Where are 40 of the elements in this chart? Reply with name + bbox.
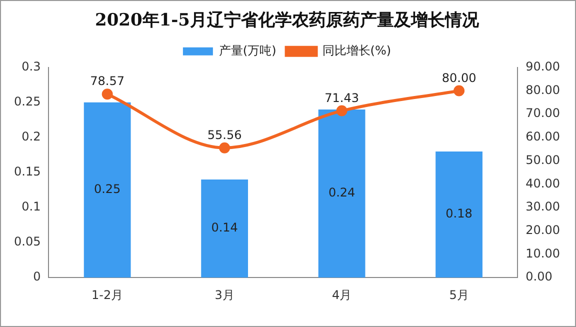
bar [318, 109, 366, 278]
y2-tick-label: 90.00 [526, 60, 560, 74]
y2-tick-label: 60.00 [526, 130, 560, 144]
data-label: 0.24 [328, 186, 356, 200]
legend-label: 产量(万吨) [218, 44, 276, 58]
x-tick-label: 4月 [332, 288, 352, 302]
bar [84, 102, 131, 278]
bar [201, 180, 248, 278]
y2-tick-label: 40.00 [526, 176, 560, 190]
y2-tick-label: 0.00 [526, 270, 552, 284]
data-label: 0.25 [94, 182, 121, 196]
y2-tick-label: 10.00 [526, 246, 560, 260]
data-label: 80.00 [442, 70, 476, 85]
y-tick-label: 0.1 [22, 200, 41, 214]
y-tick-label: 0.3 [22, 60, 41, 74]
x-tick-label: 5月 [449, 288, 469, 302]
y2-tick-label: 70.00 [526, 106, 560, 120]
point [102, 88, 113, 100]
y-tick-label: 0.2 [22, 130, 41, 144]
point [336, 105, 348, 116]
y2-tick-label: 20.00 [526, 223, 560, 238]
x-tick-label: 3月 [214, 288, 234, 302]
legend-label: 同比增长(%) [322, 44, 392, 58]
y-tick-label: 0 [33, 270, 41, 284]
y2-tick-label: 50.00 [526, 152, 560, 167]
data-label: 0.18 [446, 206, 472, 221]
chart-title: 2020年1-5月辽宁省化学农药原药产量及增长情况 [94, 10, 480, 31]
point [454, 85, 465, 96]
data-label: 0.14 [211, 220, 238, 235]
y2-tick-label: 30.00 [526, 200, 560, 214]
data-label: 71.43 [324, 90, 359, 105]
y-tick-label: 0.15 [14, 164, 41, 179]
data-label: 78.57 [90, 74, 125, 88]
point [219, 142, 230, 154]
y-tick-label: 0.05 [14, 234, 41, 249]
bar [436, 151, 482, 278]
x-tick-label: 1-2月 [92, 288, 124, 302]
y2-tick-label: 80.00 [526, 82, 560, 97]
y-tick-label: 0.25 [14, 94, 41, 109]
data-label: 55.56 [207, 128, 242, 142]
